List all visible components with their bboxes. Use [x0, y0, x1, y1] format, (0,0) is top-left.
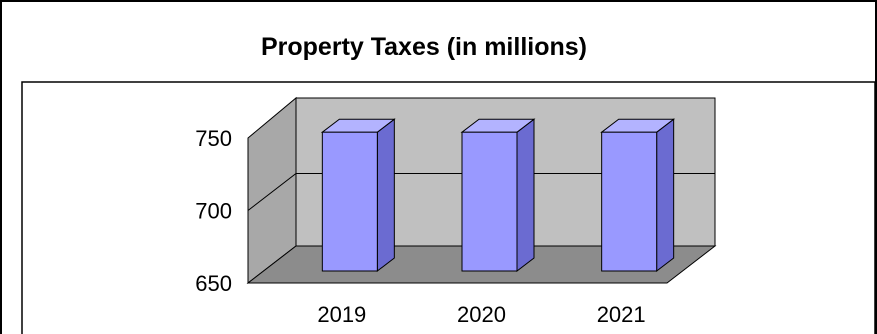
chart-title: Property Taxes (in millions) — [261, 33, 587, 61]
x-tick-label: 2019 — [317, 302, 366, 327]
bar-front — [321, 131, 378, 272]
bar-side — [516, 118, 535, 273]
bar-front — [461, 131, 518, 272]
bar-side — [656, 118, 675, 273]
gridline — [247, 173, 715, 211]
bar-2021 — [600, 118, 676, 273]
bar-side — [376, 118, 395, 273]
bar-2019 — [320, 118, 396, 273]
bar-2020 — [460, 118, 536, 273]
x-tick-label: 2020 — [457, 302, 506, 327]
y-tick-label: 750 — [195, 126, 232, 151]
y-tick-label: 650 — [195, 271, 232, 296]
bar-front — [601, 131, 658, 272]
x-tick-label: 2021 — [597, 302, 646, 327]
y-tick-label: 700 — [195, 199, 232, 224]
